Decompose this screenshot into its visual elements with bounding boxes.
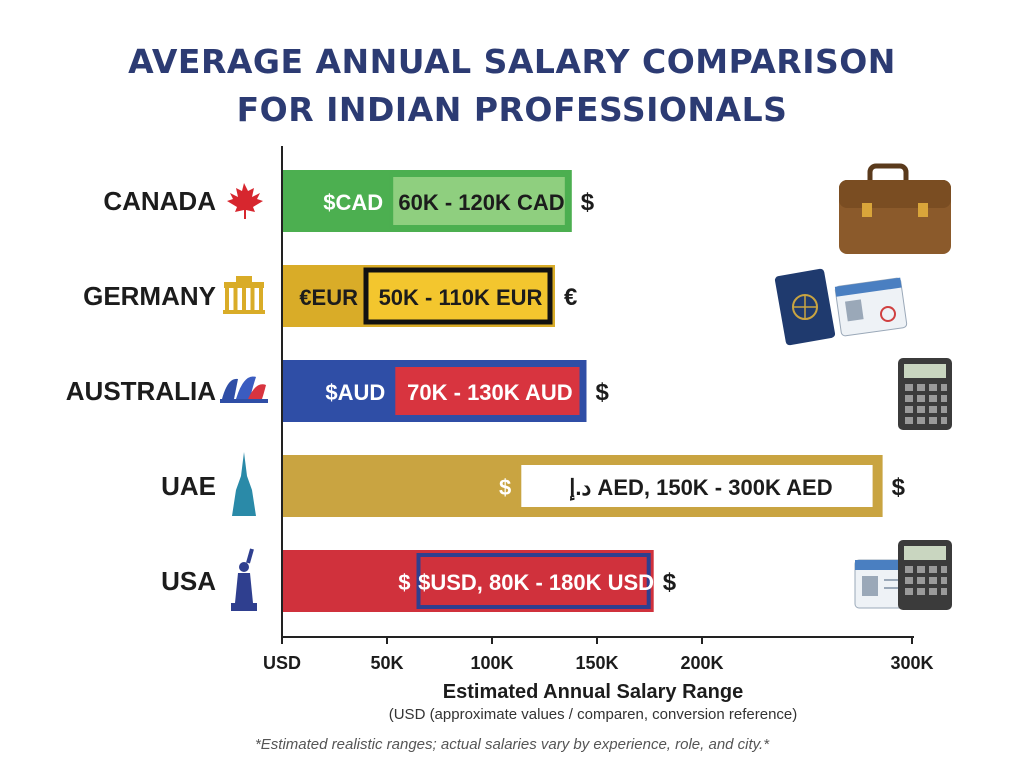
footnote: *Estimated realistic ranges; actual sala… — [254, 736, 770, 753]
x-tick-label: 300K — [890, 653, 933, 673]
x-tick-label: 50K — [370, 653, 403, 673]
bars-layer: CANADA $CAD 60K - 120K CAD $ GERMANY €EUR 50K … — [66, 170, 906, 612]
bar-range-segment — [391, 363, 584, 419]
bar-range-segment — [517, 461, 877, 511]
category-label: GERMANY — [83, 281, 216, 311]
currency-symbol: € — [564, 284, 577, 311]
currency-symbol: $ — [596, 379, 610, 406]
calculator-icon — [898, 358, 952, 430]
title-line-1: AVERAGE ANNUAL SALARY COMPARISON — [128, 42, 896, 81]
currency-tag: $ — [398, 570, 410, 595]
x-tick-label: 150K — [575, 653, 618, 673]
range-label: $USD, 80K - 180K USD — [418, 570, 654, 595]
bar-group-germany: GERMANY €EUR 50K - 110K EUR € — [83, 265, 577, 327]
maple-leaf-icon — [227, 183, 263, 219]
passport-visa-icon — [774, 268, 908, 346]
currency-tag: $ — [499, 475, 511, 500]
briefcase-icon — [839, 163, 951, 254]
brandenburg-gate-icon — [223, 276, 265, 314]
currency-tag: €EUR — [299, 285, 358, 310]
id-card-calculator-icon — [854, 540, 952, 610]
title-line-2: FOR INDIAN PROFESSIONALS — [236, 90, 788, 129]
range-label: 70K - 130K AUD — [407, 380, 572, 405]
bar-group-uae: UAE $ د.إ AED, 150K - 300K AED $ — [161, 452, 906, 517]
x-tick-label: USD — [263, 653, 301, 673]
statue-of-liberty-icon — [231, 548, 257, 611]
currency-symbol: $ — [581, 189, 595, 216]
category-label: CANADA — [103, 186, 216, 216]
bar-range-segment — [363, 267, 553, 325]
bar-range-segment — [416, 553, 651, 609]
burj-khalifa-icon — [232, 452, 256, 516]
currency-symbol: $ — [892, 474, 906, 501]
x-tick-label: 200K — [680, 653, 723, 673]
x-axis-sublabel: (USD (approximate values / comparen, con… — [389, 706, 798, 723]
bar-group-usa: USA $ $USD, 80K - 180K USD $ — [161, 548, 677, 612]
x-tick-label: 100K — [470, 653, 513, 673]
category-label: UAE — [161, 471, 216, 501]
chart-title: AVERAGE ANNUAL SALARY COMPARISON FOR IND… — [0, 38, 1024, 134]
bar-range-segment — [389, 173, 569, 229]
currency-symbol: $ — [663, 569, 677, 596]
opera-house-icon — [220, 376, 268, 403]
bar-group-canada: CANADA $CAD 60K - 120K CAD $ — [103, 170, 595, 232]
category-label: USA — [161, 566, 216, 596]
category-label: AUSTRALIA — [66, 376, 216, 406]
x-axis-label: Estimated Annual Salary Range — [443, 681, 743, 703]
bar-group-australia: AUSTRALIA $AUD 70K - 130K AUD $ — [66, 360, 610, 422]
x-ticks: USD 50K 100K 150K 200K 300K — [263, 637, 934, 673]
range-label: 50K - 110K EUR — [379, 285, 543, 310]
range-label: 60K - 120K CAD — [398, 190, 564, 215]
currency-tag: $CAD — [323, 190, 383, 215]
currency-tag: $AUD — [325, 380, 385, 405]
range-label: د.إ AED, 150K - 300K AED — [569, 475, 832, 502]
